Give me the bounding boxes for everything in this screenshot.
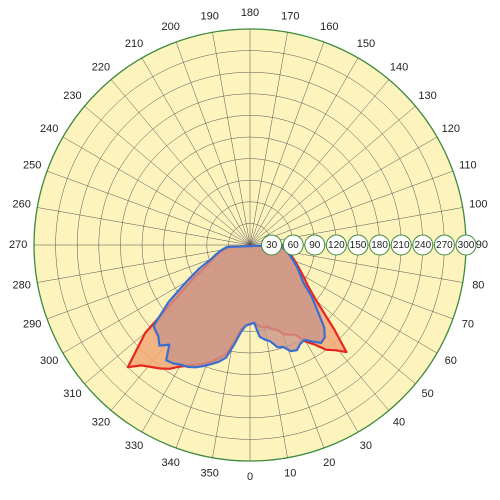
radial-tick-text: 300: [458, 240, 475, 251]
radial-tick-text: 30: [266, 240, 278, 251]
grid-spoke: [249, 170, 454, 246]
grid-spoke: [175, 41, 251, 246]
radial-tick-text: 270: [436, 240, 453, 251]
angular-tick-label: 80: [472, 279, 484, 291]
radial-tick-label: 90: [304, 234, 326, 256]
radial-tick-label: 120: [325, 234, 347, 256]
grid-spoke: [110, 79, 251, 246]
grid-spoke: [62, 136, 251, 246]
grid-spoke: [141, 57, 251, 246]
radial-tick-text: 240: [414, 240, 431, 251]
radial-tick-label: 180: [369, 234, 391, 256]
grid-spoke: [37, 244, 251, 283]
angular-tick-label: 270: [9, 239, 27, 251]
radial-tick-label: 150: [347, 234, 369, 256]
angular-tick-label: 250: [23, 160, 41, 172]
radial-tick-badge: [347, 234, 369, 256]
angular-tick-label: 330: [125, 440, 143, 452]
radial-tick-text: 210: [393, 240, 410, 251]
angular-tick-label: 280: [13, 279, 31, 291]
radial-tick-text: 150: [350, 240, 367, 251]
radial-tick-badge: [261, 234, 283, 256]
angular-tick-labels: 0 10 20 30 40 50 60 70 80 90 100 110 120 130 140 150 160…: [9, 7, 488, 483]
angular-tick-label: 60: [445, 355, 457, 367]
angular-tick-label: 20: [323, 457, 335, 469]
angular-tick-label: 220: [92, 61, 110, 73]
series-layer: [126, 243, 348, 370]
grid-spoke: [249, 32, 288, 246]
angular-tick-label: 140: [390, 61, 408, 73]
grid-spoke: [249, 41, 325, 246]
radial-tick-text: 180: [371, 240, 388, 251]
radial-tick-badge: [390, 234, 412, 256]
radial-tick-badge: [455, 234, 477, 256]
grid-spoke: [212, 32, 251, 246]
angular-tick-label: 70: [462, 318, 474, 330]
angular-tick-label: 10: [284, 467, 296, 479]
angular-tick-label: 340: [162, 457, 180, 469]
angular-tick-label: 190: [201, 11, 219, 23]
radial-tick-labels: 30 60 90 120 150 180 210 240 270 300: [261, 234, 477, 256]
angular-tick-label: 170: [281, 11, 299, 23]
angular-tick-label: 120: [442, 123, 460, 135]
angular-tick-label: 310: [63, 388, 81, 400]
radial-tick-text: 120: [328, 240, 345, 251]
polar-grid: [34, 29, 466, 461]
angular-tick-label: 260: [13, 199, 31, 211]
angular-tick-label: 160: [320, 21, 338, 33]
grid-spoke: [249, 105, 416, 246]
radial-tick-badge: [433, 234, 455, 256]
radial-tick-label: 60: [282, 234, 304, 256]
grid-spoke: [37, 207, 251, 246]
grid-spoke: [249, 136, 438, 246]
grid-spoke: [84, 105, 251, 246]
angular-tick-label: 50: [421, 388, 433, 400]
angular-tick-label: 150: [357, 38, 375, 50]
radial-tick-badge: [412, 234, 434, 256]
radial-tick-label: 300: [455, 234, 477, 256]
angular-tick-label: 350: [201, 467, 219, 479]
angular-tick-label: 90: [476, 239, 488, 251]
angular-tick-label: 210: [125, 38, 143, 50]
grid-spoke: [249, 79, 390, 246]
angular-tick-label: 180: [241, 7, 259, 19]
angular-tick-label: 30: [360, 440, 372, 452]
angular-tick-label: 0: [247, 471, 253, 483]
angular-tick-label: 110: [459, 160, 477, 172]
radial-tick-label: 270: [433, 234, 455, 256]
radial-tick-badge: [369, 234, 391, 256]
grid-spoke: [249, 57, 359, 246]
radial-tick-label: 240: [412, 234, 434, 256]
radial-tick-badge: [282, 234, 304, 256]
radial-tick-badge: [325, 234, 347, 256]
grid-spoke: [46, 170, 251, 246]
angular-tick-label: 230: [63, 90, 81, 102]
angular-tick-label: 40: [393, 417, 405, 429]
angular-tick-label: 130: [418, 90, 436, 102]
angular-tick-label: 300: [40, 355, 58, 367]
radial-tick-badge: [304, 234, 326, 256]
radial-tick-text: 60: [288, 240, 300, 251]
angular-tick-label: 290: [23, 318, 41, 330]
radial-tick-label: 210: [390, 234, 412, 256]
angular-tick-label: 240: [40, 123, 58, 135]
angular-tick-label: 200: [162, 21, 180, 33]
radial-tick-text: 90: [309, 240, 321, 251]
radial-tick-label: 30: [261, 234, 283, 256]
angular-tick-label: 320: [92, 417, 110, 429]
angular-tick-label: 100: [469, 199, 487, 211]
